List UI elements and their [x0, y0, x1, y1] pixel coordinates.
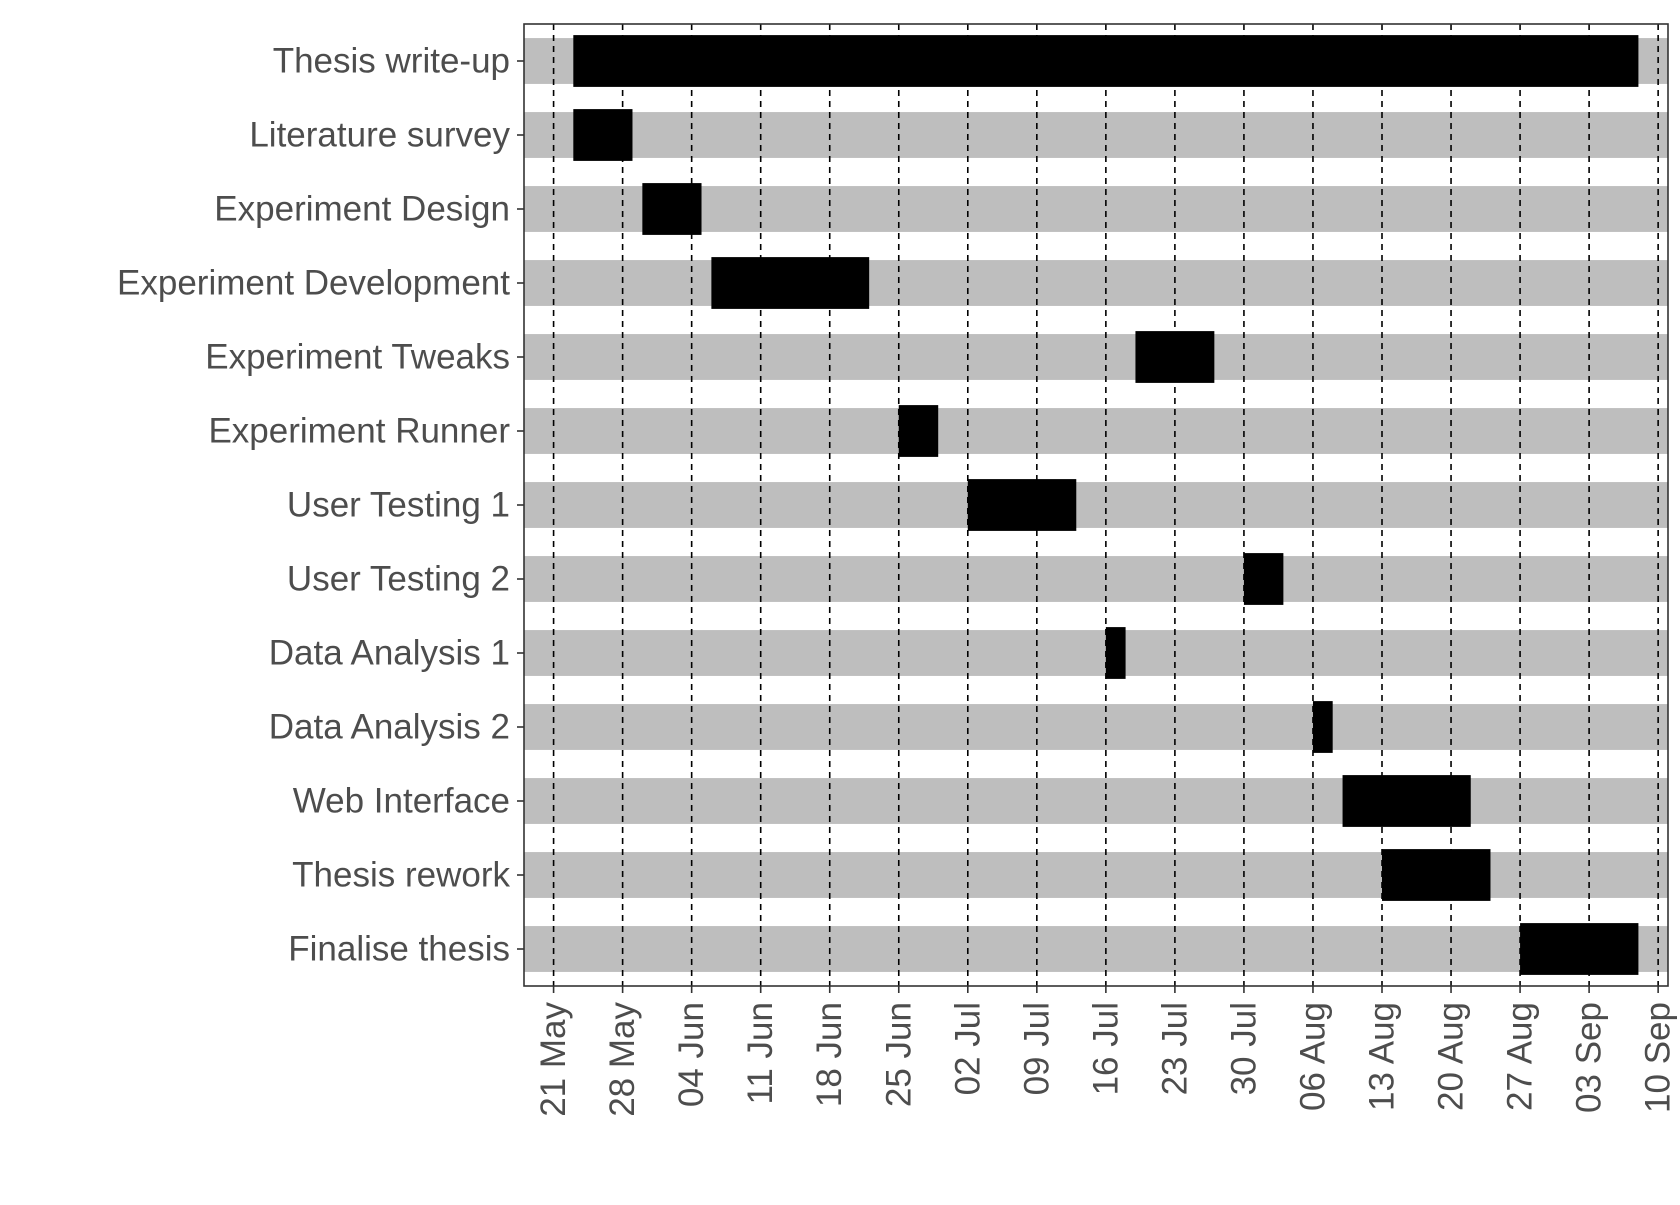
y-tick-label: Thesis write-up [273, 42, 510, 81]
x-tick-label: 20 Aug [1432, 1002, 1471, 1111]
row-band [524, 408, 1668, 454]
task-bar [1105, 627, 1126, 679]
row-band [524, 556, 1668, 602]
y-tick-label: Experiment Tweaks [205, 338, 510, 377]
x-tick-label: 16 Jul [1086, 1002, 1125, 1095]
task-bar [1312, 701, 1333, 753]
row-band [524, 112, 1668, 158]
row-band [524, 482, 1668, 528]
y-tick-label: Web Interface [293, 782, 510, 821]
row-band [524, 334, 1668, 380]
task-bar [1243, 553, 1284, 605]
row-band [524, 260, 1668, 306]
x-tick-label: 18 Jun [810, 1002, 849, 1107]
x-tick-label: 23 Jul [1155, 1002, 1194, 1095]
row-band [524, 852, 1668, 898]
x-tick-label: 25 Jun [879, 1002, 918, 1107]
y-tick-label: Experiment Runner [208, 412, 510, 451]
task-bar [1135, 331, 1215, 383]
x-tick-label: 09 Jul [1017, 1002, 1056, 1095]
x-tick-label: 11 Jun [741, 1002, 780, 1105]
row-band [524, 186, 1668, 232]
task-bar [1382, 849, 1491, 901]
y-tick-label: Experiment Design [214, 190, 510, 229]
task-bars [573, 35, 1639, 975]
task-bar [573, 109, 633, 161]
x-tick-label: 30 Jul [1224, 1002, 1263, 1095]
y-axis: Thesis write-up Literature survey Experime… [117, 42, 524, 969]
task-bar [1342, 775, 1471, 827]
x-tick-label: 04 Jun [672, 1002, 711, 1107]
x-tick-label: 21 May [534, 1002, 573, 1117]
row-band [524, 926, 1668, 972]
task-bar [573, 35, 1639, 87]
y-tick-label: User Testing 1 [287, 486, 510, 525]
x-axis: 21 May 28 May 04 Jun 11 Jun 18 Jun 25 Jun 02 J… [534, 986, 1678, 1117]
task-bar [898, 405, 939, 457]
row-bands [524, 38, 1668, 972]
task-bar [642, 183, 702, 235]
task-bar [1520, 923, 1639, 975]
y-tick-label: Data Analysis 2 [269, 708, 510, 747]
row-band [524, 778, 1668, 824]
x-tick-label: 10 Sep [1639, 1002, 1678, 1113]
y-tick-label: User Testing 2 [287, 560, 510, 599]
x-tick-label: 03 Sep [1570, 1002, 1609, 1113]
x-tick-label: 02 Jul [948, 1002, 987, 1095]
y-tick-label: Literature survey [249, 116, 510, 155]
y-tick-label: Thesis rework [292, 856, 510, 895]
x-tick-label: 27 Aug [1501, 1002, 1540, 1111]
row-band [524, 704, 1668, 750]
x-tick-label: 13 Aug [1363, 1002, 1402, 1111]
x-tick-label: 28 May [603, 1002, 642, 1117]
y-tick-label: Experiment Development [117, 264, 510, 303]
task-bar [967, 479, 1077, 531]
task-bar [711, 257, 870, 309]
y-tick-label: Data Analysis 1 [269, 634, 510, 673]
row-band [524, 630, 1668, 676]
y-tick-label: Finalise thesis [288, 930, 510, 969]
x-tick-label: 06 Aug [1293, 1002, 1332, 1111]
